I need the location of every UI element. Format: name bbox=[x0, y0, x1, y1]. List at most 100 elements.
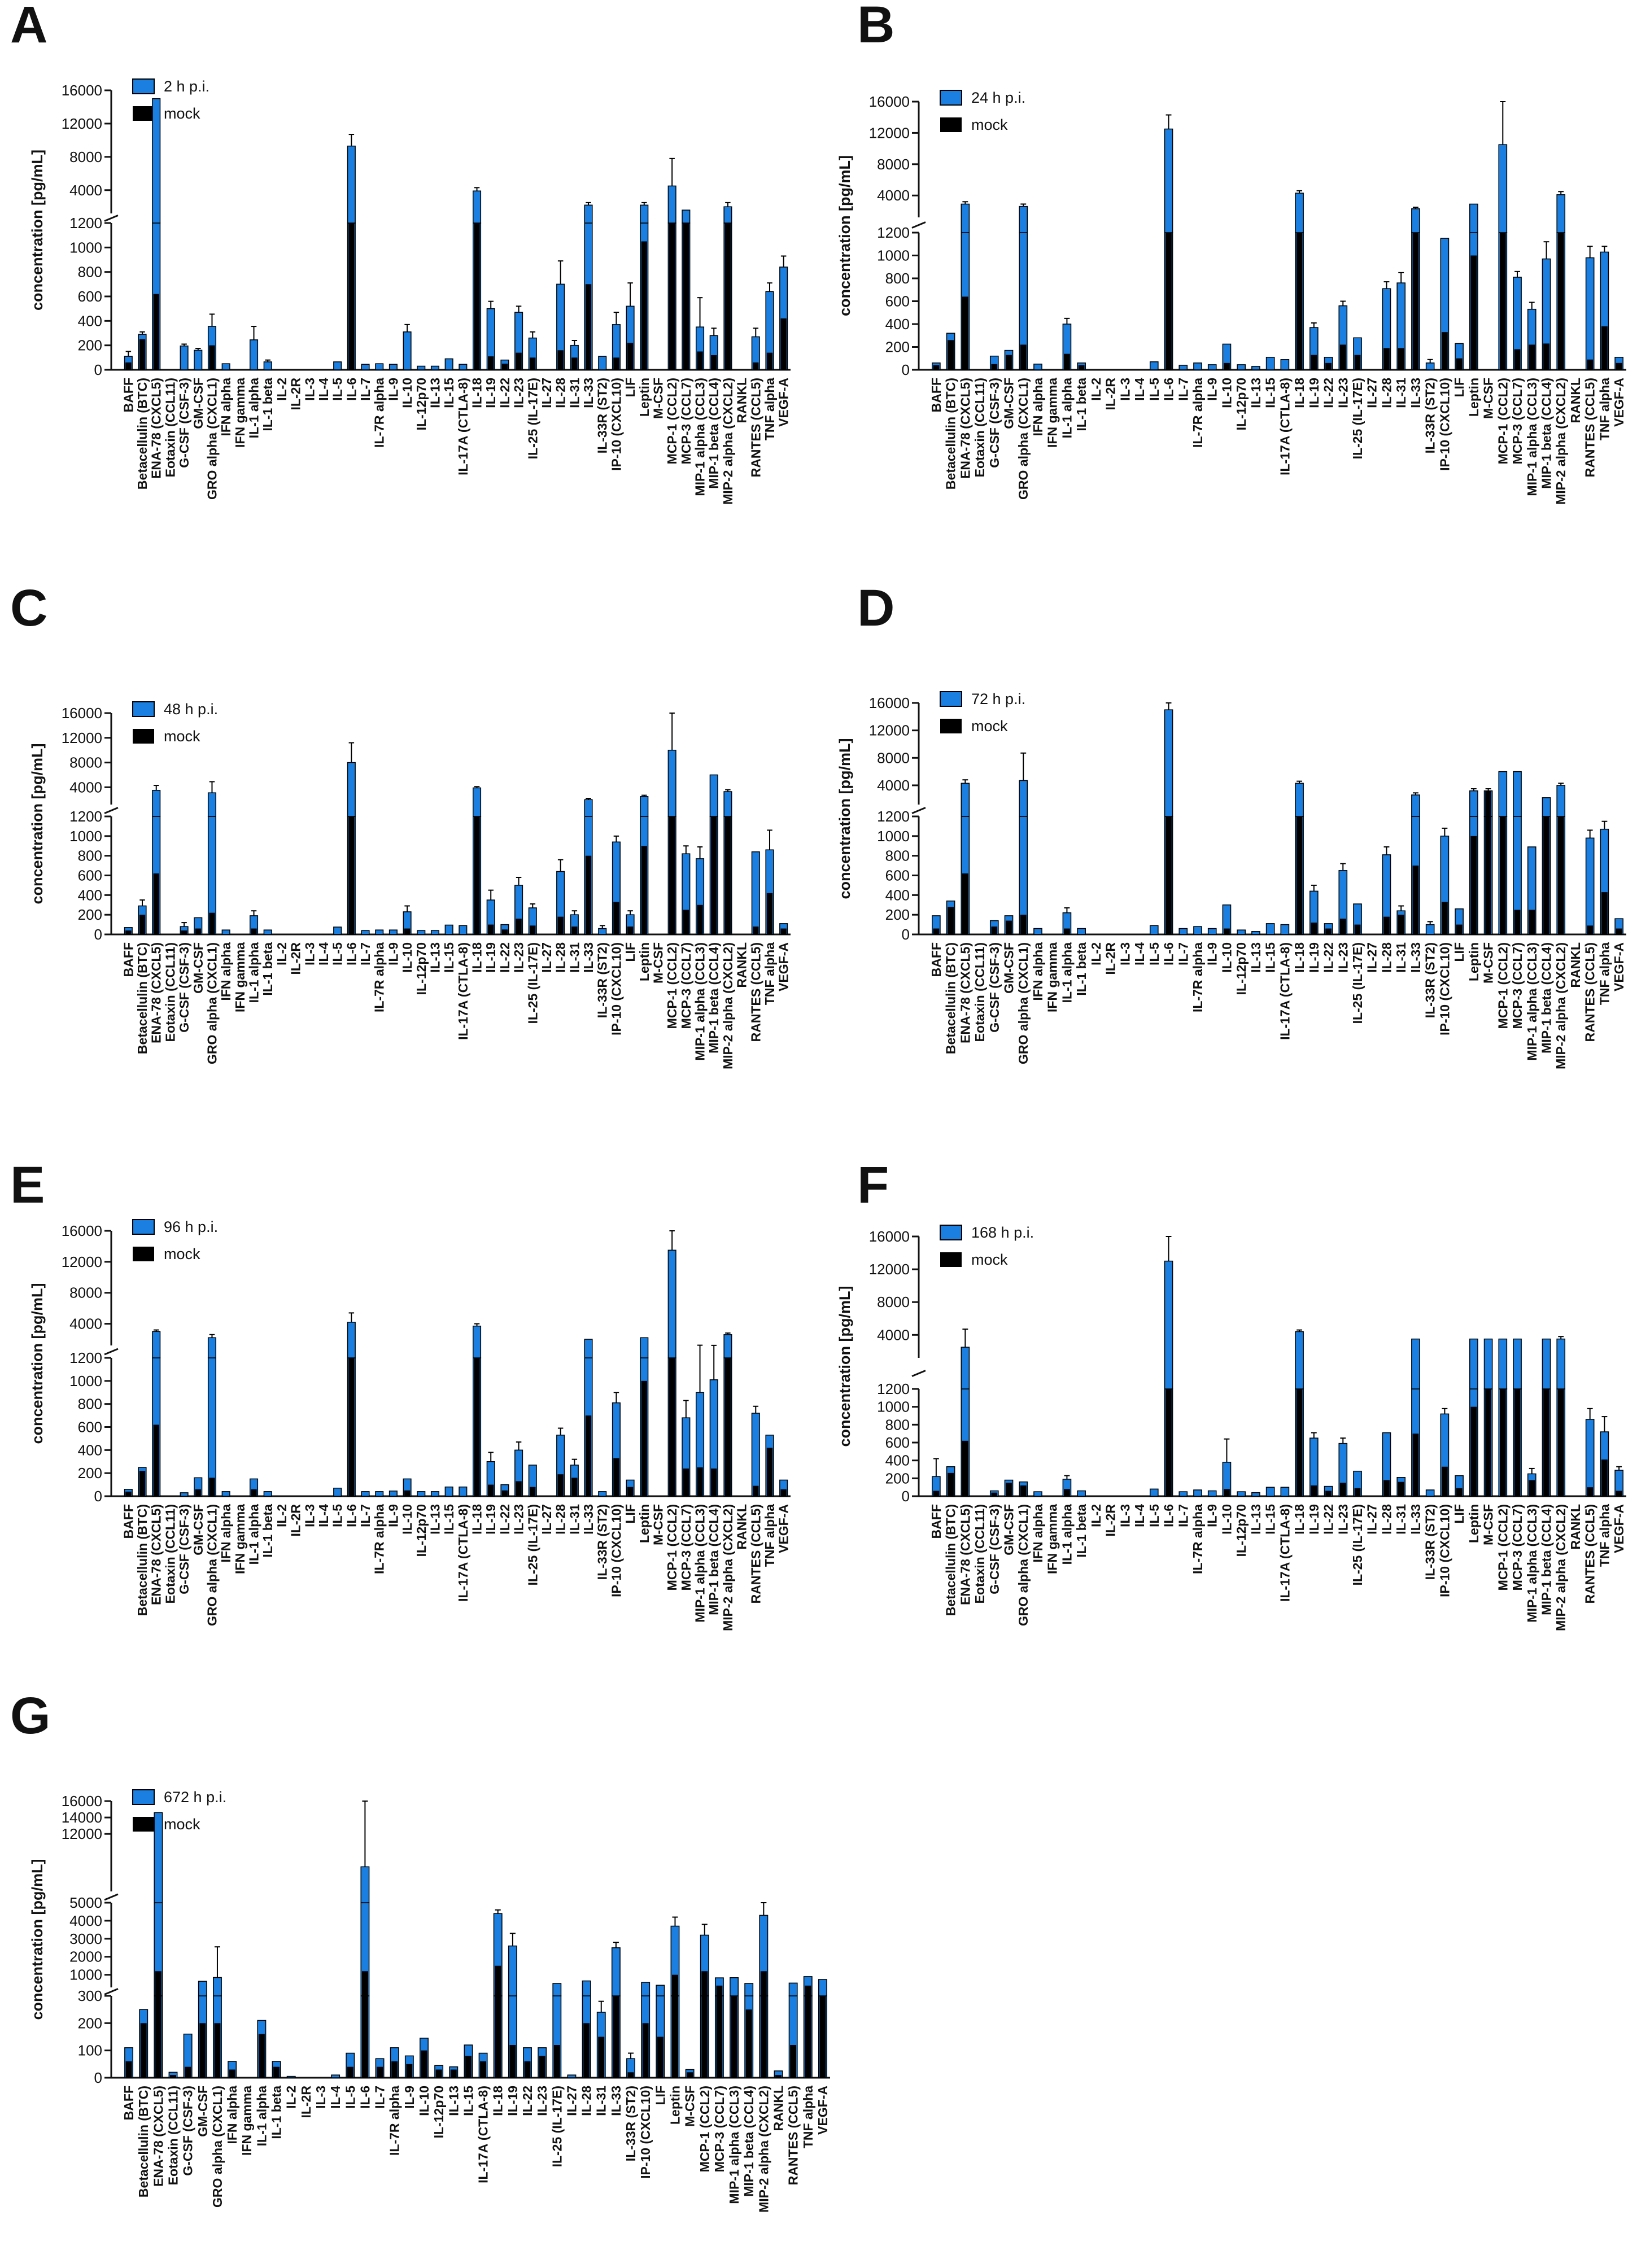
bar-mock bbox=[724, 816, 731, 934]
x-tick-label: IL-17A (CTLA-8) bbox=[1277, 942, 1292, 1040]
x-tick-label: GRO alpha (CXCL1) bbox=[1016, 1504, 1031, 1626]
legend-label-mock: mock bbox=[164, 105, 200, 122]
bar-mock bbox=[553, 2045, 560, 2078]
x-tick-label: LIF bbox=[623, 942, 638, 962]
y-tick-label: 8000 bbox=[877, 749, 910, 766]
bar-infected bbox=[403, 331, 412, 370]
x-tick-label: IL-2R bbox=[1103, 378, 1118, 410]
bar-mock bbox=[701, 1996, 708, 2078]
x-tick-label: IL-10 bbox=[1219, 1504, 1234, 1535]
y-tick-label: 1000 bbox=[69, 828, 102, 845]
y-tick-label: 0 bbox=[902, 1488, 910, 1505]
x-tick-label: IL-28 bbox=[553, 378, 568, 408]
x-tick-label: IFN alpha bbox=[219, 1504, 233, 1563]
x-tick-label: IL-2R bbox=[1103, 1504, 1118, 1537]
y-tick-label: 100 bbox=[78, 2042, 102, 2059]
bar-mock bbox=[805, 1985, 811, 1996]
bar-mock bbox=[1311, 355, 1317, 370]
y-tick-label: 5000 bbox=[69, 1894, 102, 1911]
bar-infected bbox=[1280, 924, 1290, 935]
bar-mock bbox=[404, 1490, 411, 1496]
x-tick-label: IL-2 bbox=[1089, 1504, 1103, 1527]
x-tick-label: MCP-3 (CCL7) bbox=[1510, 378, 1525, 464]
bar-mock bbox=[1383, 348, 1390, 370]
x-tick-label: Leptin bbox=[1466, 942, 1481, 981]
bar-infected bbox=[221, 1491, 230, 1497]
legend-label-mock: mock bbox=[971, 718, 1008, 735]
x-tick-label: GRO alpha (CXCL1) bbox=[204, 1504, 219, 1626]
x-tick-label: MIP-1 beta (CCL4) bbox=[1539, 378, 1553, 489]
bar-infected bbox=[333, 1487, 342, 1497]
x-tick-label: IL-22 bbox=[520, 2086, 535, 2116]
bar-infected bbox=[1295, 1331, 1304, 1389]
x-tick-label: IL-19 bbox=[483, 942, 498, 973]
x-tick-label: IL-28 bbox=[579, 2086, 594, 2116]
panel-letter: G bbox=[10, 1687, 51, 1745]
panel-B: B 0 200 400 600 800 1000 1200 4000 8000 12000 16000… bbox=[836, 0, 1626, 505]
x-tick-label: Eotaxin (CCL11) bbox=[163, 378, 177, 477]
x-tick-label: IL-6 bbox=[1162, 1504, 1176, 1527]
bar-mock bbox=[1456, 924, 1463, 934]
bar-mock bbox=[1485, 1389, 1491, 1496]
bar-mock bbox=[669, 816, 675, 934]
bar-mock bbox=[185, 2066, 191, 2078]
x-tick-label: MCP-1 (CCL2) bbox=[665, 1504, 679, 1590]
x-tick-label: LIF bbox=[1452, 378, 1466, 397]
y-tick-label: 200 bbox=[885, 1470, 910, 1487]
bar-infected bbox=[331, 2074, 341, 2078]
bar-infected bbox=[508, 1945, 517, 1996]
x-tick-label: Betacellulin (BTC) bbox=[135, 378, 150, 490]
x-tick-label: LIF bbox=[653, 2086, 667, 2105]
x-tick-label: VEGF-A bbox=[1612, 942, 1626, 991]
y-tick-label: 200 bbox=[78, 2014, 102, 2031]
bar-mock bbox=[1006, 920, 1012, 934]
bar-mock bbox=[348, 1358, 355, 1496]
bar-infected bbox=[1178, 1491, 1188, 1497]
bar-mock bbox=[509, 2045, 516, 2078]
bar-infected bbox=[1033, 928, 1042, 935]
bar-mock bbox=[790, 2045, 797, 2078]
bar-mock bbox=[480, 2061, 487, 2078]
bar-infected bbox=[347, 145, 356, 224]
x-tick-label: Leptin bbox=[1466, 1504, 1481, 1543]
bar-infected bbox=[152, 98, 161, 224]
x-tick-label: IL-22 bbox=[497, 378, 512, 408]
bar-mock bbox=[683, 1469, 689, 1496]
x-tick-label: MIP-1 alpha (CCL3) bbox=[693, 378, 708, 496]
bar-infected bbox=[1178, 928, 1188, 935]
x-tick-label: IL-28 bbox=[1379, 378, 1394, 408]
bar-mock bbox=[404, 928, 411, 934]
bar-mock bbox=[672, 1974, 678, 1996]
bar-mock bbox=[641, 846, 647, 934]
y-tick-label: 1000 bbox=[877, 1399, 910, 1415]
bar-infected bbox=[459, 364, 468, 370]
bar-mock bbox=[571, 357, 578, 370]
legend-label-infected: 96 h p.i. bbox=[164, 1218, 218, 1235]
bar-infected bbox=[1411, 208, 1420, 233]
bar-mock bbox=[753, 1485, 759, 1496]
y-tick-label: 200 bbox=[885, 339, 910, 356]
bar-mock bbox=[406, 2064, 413, 2078]
bar-infected bbox=[709, 774, 718, 817]
bar-mock bbox=[1311, 923, 1317, 934]
x-tick-label: G-CSF (CSF-3) bbox=[177, 1504, 191, 1594]
x-tick-label: Betacellulin (BTC) bbox=[136, 2086, 151, 2197]
x-tick-label: BAFF bbox=[929, 942, 944, 977]
y-axis-title: concentration [pg/mL] bbox=[29, 744, 46, 904]
bar-mock bbox=[516, 919, 522, 934]
x-tick-label: IL-31 bbox=[1394, 378, 1408, 408]
panel-letter: C bbox=[10, 579, 47, 637]
legend-swatch-mock bbox=[940, 719, 962, 733]
y-tick-label: 400 bbox=[78, 1441, 102, 1458]
x-tick-label: IL-25 (IL-17E) bbox=[525, 942, 540, 1024]
y-tick-label: 1200 bbox=[69, 808, 102, 825]
x-tick-label: IP-10 (CXCL10) bbox=[638, 2086, 653, 2179]
x-tick-label: IL-10 bbox=[400, 378, 414, 408]
x-tick-label: MCP-1 (CCL2) bbox=[665, 942, 679, 1029]
bar-infected bbox=[1077, 1490, 1086, 1497]
legend-swatch-mock bbox=[133, 1247, 154, 1261]
bar-infected bbox=[584, 799, 593, 817]
bar-mock bbox=[775, 2075, 782, 2078]
bar-infected bbox=[723, 791, 732, 817]
axis-break-mark bbox=[911, 221, 926, 229]
